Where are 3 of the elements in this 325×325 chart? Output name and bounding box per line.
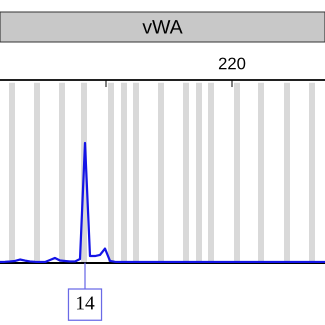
text: 14 xyxy=(76,296,94,310)
chart-title: vWA xyxy=(142,20,183,34)
text: 220 xyxy=(218,58,246,70)
